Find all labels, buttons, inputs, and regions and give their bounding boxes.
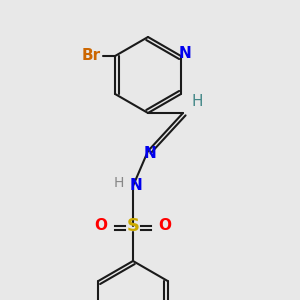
- Text: N: N: [178, 46, 191, 62]
- Text: H: H: [114, 176, 124, 190]
- Text: O: O: [94, 218, 107, 233]
- Text: H: H: [191, 94, 203, 109]
- Text: N: N: [130, 178, 142, 194]
- Text: N: N: [144, 146, 156, 161]
- Text: S: S: [127, 217, 140, 235]
- Text: O: O: [158, 218, 172, 233]
- Text: Br: Br: [82, 47, 101, 62]
